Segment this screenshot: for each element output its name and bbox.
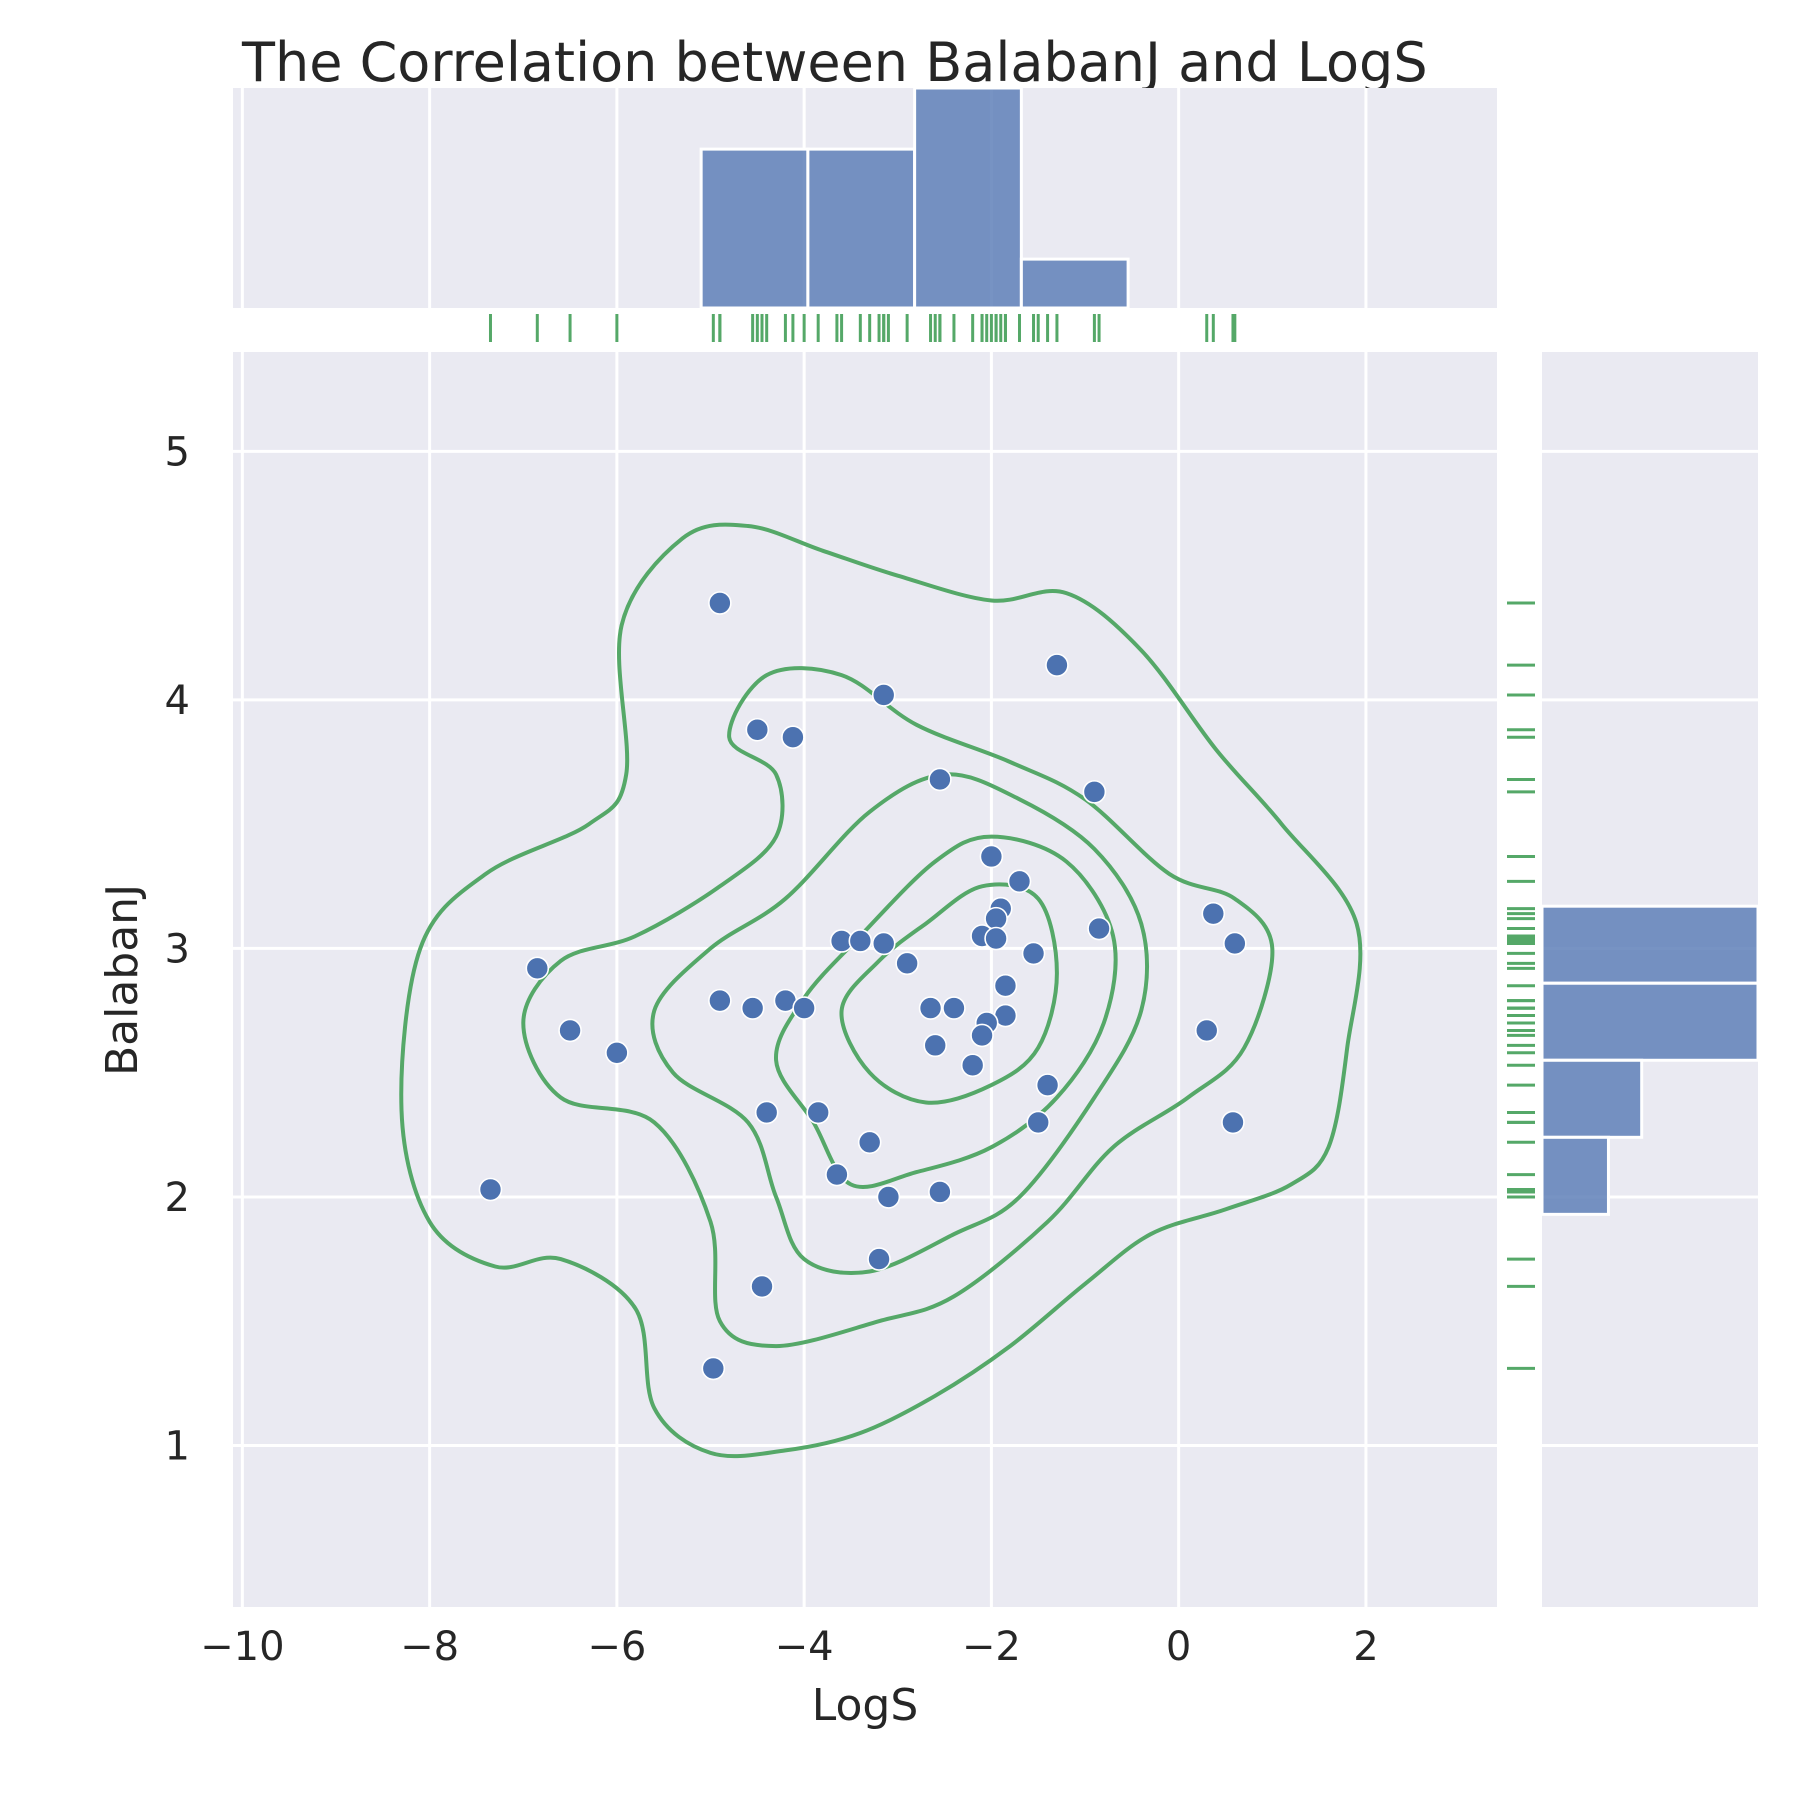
scatter-point <box>984 926 1008 951</box>
scatter-point <box>605 1041 629 1065</box>
scatter-point <box>825 1162 849 1187</box>
scatter-point <box>1194 1018 1219 1043</box>
scatter-point <box>876 1185 901 1209</box>
right-hist-bar <box>1540 1135 1610 1216</box>
main-plot-grid <box>233 352 1497 1607</box>
x-tick-label: −8 <box>400 1624 459 1670</box>
y-tick-label: 4 <box>165 678 190 724</box>
right-histogram <box>1540 904 1760 1216</box>
top-marginal-grid <box>240 88 1368 308</box>
scatter-point <box>928 1180 952 1204</box>
chart-title: The Correlation between BalabanJ and Log… <box>241 31 1428 94</box>
scatter-points <box>478 591 1247 1381</box>
kde-contour-line <box>399 522 1363 1459</box>
y-tick-label: 3 <box>165 926 190 972</box>
scatter-point <box>740 996 765 1020</box>
y-tick-labels: 1 2 3 4 5 <box>165 429 190 1469</box>
right-hist-bar <box>1540 904 1760 985</box>
x-tick-label: 0 <box>1166 1624 1191 1670</box>
scatter-point <box>1201 901 1226 926</box>
right-marginal <box>1540 352 1760 1607</box>
y-tick-label: 2 <box>165 1175 190 1221</box>
x-tick-label: −4 <box>775 1624 834 1670</box>
x-tick-label: −2 <box>962 1624 1021 1670</box>
scatter-point <box>979 844 1004 869</box>
top-hist-bar <box>699 147 810 310</box>
scatter-point <box>1007 869 1032 894</box>
scatter-point <box>923 1033 948 1058</box>
right-hist-bar <box>1540 1058 1644 1139</box>
y-rug <box>1507 601 1535 1370</box>
scatter-point <box>708 988 732 1013</box>
scatter-point <box>918 996 943 1020</box>
scatter-point <box>750 1274 774 1299</box>
y-axis-label: BalabanJ <box>97 884 148 1076</box>
scatter-point <box>745 717 770 742</box>
top-hist-bar <box>806 147 917 310</box>
scatter-point <box>701 1356 726 1381</box>
scatter-point <box>960 1053 985 1078</box>
scatter-point <box>857 1130 882 1155</box>
scatter-point <box>942 996 966 1020</box>
scatter-point <box>708 591 732 615</box>
right-hist-bar <box>1540 981 1760 1062</box>
top-hist-bar <box>1019 257 1130 310</box>
scatter-point <box>1087 916 1111 941</box>
scatter-point <box>478 1177 503 1202</box>
x-tick-label: −6 <box>587 1624 646 1670</box>
scatter-point <box>1026 1110 1051 1135</box>
main-plot <box>233 352 1497 1607</box>
scatter-point <box>871 931 896 956</box>
scatter-point <box>781 725 805 749</box>
scatter-point <box>1035 1073 1060 1097</box>
x-tick-labels: −10 −8 −6 −4 −2 0 2 <box>200 1624 1378 1670</box>
main-plot-background <box>233 352 1497 1607</box>
scatter-point <box>1021 941 1046 966</box>
scatter-point <box>1221 1110 1245 1135</box>
scatter-point <box>871 683 896 707</box>
scatter-point <box>792 996 816 1020</box>
x-rug <box>488 314 1237 342</box>
scatter-point <box>928 767 952 792</box>
scatter-point <box>558 1018 582 1043</box>
y-tick-label: 1 <box>165 1423 190 1469</box>
scatter-point <box>1082 780 1107 804</box>
y-tick-label: 5 <box>165 429 190 475</box>
kde-contour-line <box>521 666 1275 1349</box>
scatter-point <box>1045 653 1069 677</box>
scatter-point <box>806 1100 830 1125</box>
scatter-point <box>525 956 550 981</box>
top-histogram <box>699 86 1130 310</box>
top-marginal <box>233 86 1497 310</box>
scatter-point <box>970 1023 994 1048</box>
scatter-point <box>1223 931 1247 956</box>
x-axis-label: LogS <box>812 1680 919 1731</box>
scatter-point <box>895 951 919 976</box>
x-tick-label: 2 <box>1353 1624 1378 1670</box>
top-hist-bar <box>913 86 1023 310</box>
scatter-point <box>754 1100 779 1125</box>
scatter-point <box>867 1247 891 1271</box>
kde-contour-line <box>650 772 1150 1276</box>
scatter-point <box>848 929 873 953</box>
x-tick-label: −10 <box>200 1624 284 1670</box>
scatter-point <box>993 973 1018 998</box>
